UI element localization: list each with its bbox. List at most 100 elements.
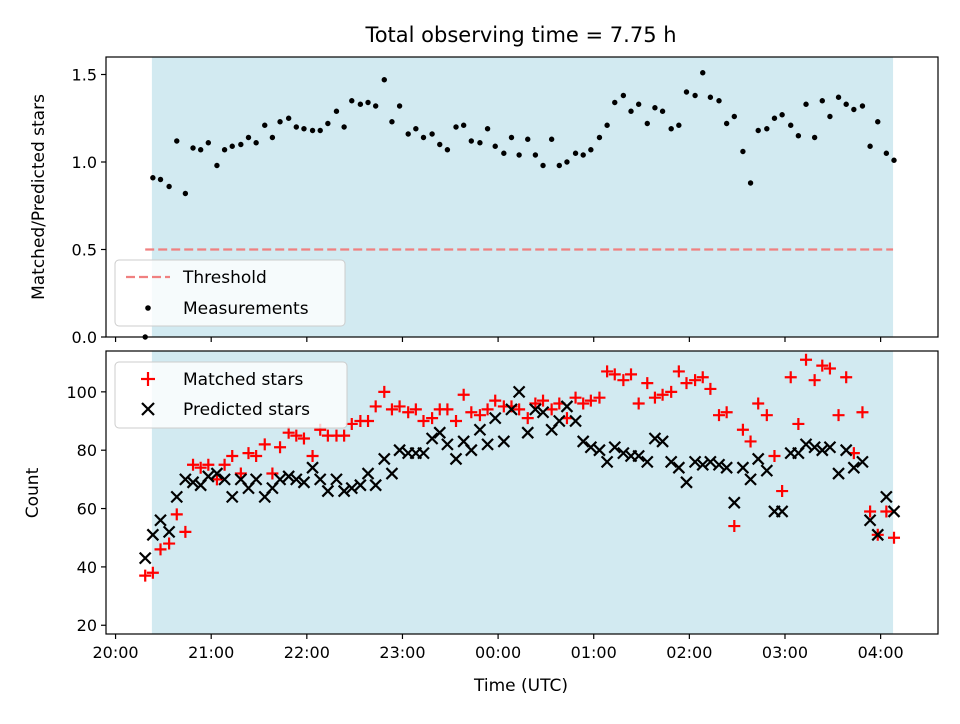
measurement-point — [723, 120, 730, 127]
matched-stars-point — [529, 397, 542, 410]
measurement-point — [349, 98, 355, 104]
matched-stars-point — [672, 365, 685, 378]
predicted-stars-point — [425, 432, 439, 445]
predicted-stars-point — [680, 476, 693, 489]
matched-stars-point — [823, 362, 836, 375]
measurement-point — [588, 147, 594, 153]
matched-stars-point — [473, 409, 486, 422]
measurement-point — [245, 134, 252, 141]
matched-stars-point — [378, 385, 391, 398]
predicted-stars-point — [672, 461, 686, 474]
measurement-point — [764, 126, 770, 132]
matched-stars-point — [625, 368, 638, 381]
measurement-point — [508, 134, 515, 141]
matched-stars-point — [768, 450, 781, 463]
predicted-stars-point — [775, 505, 789, 518]
predicted-stars-point — [393, 443, 406, 457]
measurement-point — [819, 98, 825, 104]
legend-predicted-swatch — [141, 402, 155, 416]
matched-stars-point — [385, 403, 398, 416]
measurement-point — [453, 124, 459, 130]
measurement-point — [317, 127, 323, 134]
matched-stars-point — [680, 377, 693, 390]
measurement-point — [516, 152, 522, 158]
measurement-point — [413, 126, 419, 132]
measurement-point — [277, 119, 283, 125]
measurement-point — [405, 131, 411, 137]
x-tick-label: 20:00 — [93, 643, 139, 662]
legend-matched-swatch — [141, 372, 155, 386]
matched-stars-point — [441, 403, 454, 416]
predicted-stars-point — [808, 441, 821, 454]
predicted-stars-point — [162, 525, 176, 539]
matched-stars-point — [728, 520, 741, 533]
predicted-stars-point — [839, 443, 853, 457]
matched-stars-point — [393, 400, 406, 413]
x-tick-label: 00:00 — [475, 643, 521, 662]
predicted-stars-point — [138, 551, 152, 565]
predicted-stars-point — [664, 455, 678, 469]
matched-stars-point — [760, 409, 773, 422]
measurement-point — [843, 101, 849, 107]
predicted-stars-point — [704, 455, 717, 469]
predicted-stars-point — [569, 414, 582, 428]
measurement-point — [835, 94, 842, 100]
y-tick-label: 0.5 — [72, 241, 97, 260]
matched-stars-point — [170, 508, 183, 521]
measurement-point — [692, 92, 698, 99]
matched-stars-point — [274, 441, 287, 454]
measurement-point — [620, 92, 627, 99]
measurement-point — [891, 157, 897, 163]
measurement-point — [157, 176, 164, 183]
measurement-point — [716, 98, 722, 104]
ratio-plot-frame — [105, 56, 939, 338]
matched-stars-point — [584, 394, 597, 407]
measurement-point — [477, 140, 483, 146]
matched-stars-point — [880, 505, 893, 518]
matched-stars-point — [179, 525, 192, 538]
measurement-point — [556, 162, 562, 169]
predicted-stars-point — [361, 467, 375, 480]
measurement-point — [166, 183, 172, 190]
measurement-point — [612, 99, 618, 106]
matched-stars-point — [800, 353, 813, 366]
matched-stars-point — [689, 374, 702, 387]
ratio-points — [142, 70, 897, 340]
measurement-point — [484, 126, 491, 132]
predicted-stars-point — [512, 385, 526, 399]
predicted-stars-point — [847, 461, 861, 474]
y-tick-label: 40 — [77, 558, 97, 577]
matched-stars-point — [704, 382, 717, 395]
predicted-stars-point — [313, 473, 327, 486]
matched-stars-point — [258, 438, 271, 451]
matched-stars-point — [139, 569, 152, 582]
predicted-stars-point — [154, 513, 167, 527]
predicted-stars-point — [641, 455, 654, 469]
matched-stars-point — [489, 394, 502, 407]
measurement-point — [301, 126, 307, 132]
measurement-point — [525, 136, 531, 142]
measurement-point — [540, 162, 546, 169]
matched-stars-point — [792, 417, 805, 430]
predicted-stars-point — [688, 455, 702, 469]
predicted-stars-point — [330, 473, 343, 486]
predicted-stars-point — [417, 446, 430, 460]
measurement-point — [468, 138, 475, 144]
legend-measurements-swatch — [145, 305, 151, 311]
predicted-stars-point — [225, 490, 239, 504]
measurement-point — [564, 159, 570, 165]
measurement-point — [867, 143, 873, 149]
measurement-point — [788, 122, 794, 128]
measurement-point — [229, 143, 235, 149]
measurement-point — [740, 148, 746, 155]
measurement-point — [596, 134, 603, 141]
matched-stars-point — [187, 458, 200, 471]
y-tick-label: 0.0 — [72, 328, 97, 347]
measurement-point — [779, 112, 785, 118]
predicted-stars-point — [249, 473, 263, 486]
matched-stars-point — [163, 537, 176, 550]
matched-stars-point — [345, 417, 358, 430]
matched-stars-point — [696, 371, 709, 384]
measurement-point — [731, 113, 738, 120]
matched-stars-point — [648, 391, 661, 404]
